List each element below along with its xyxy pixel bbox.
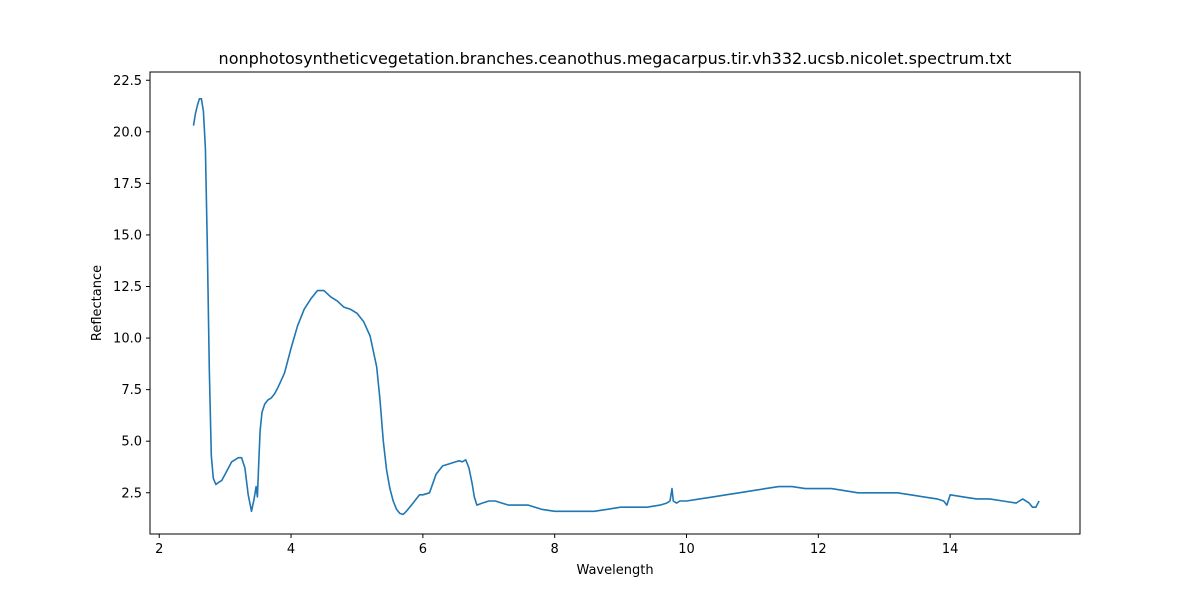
spectrum-line <box>192 98 1040 516</box>
y-axis-label: Reflectance <box>90 265 105 341</box>
y-tick-label: 7.5 <box>121 383 142 398</box>
y-tick-label: 15.0 <box>113 228 142 243</box>
plot-frame <box>149 71 1081 535</box>
x-tick-label: 6 <box>419 542 427 557</box>
x-tick-label: 12 <box>810 542 827 557</box>
y-axis: 2.5 5.0 7.5 10.0 12.5 15.0 17.5 20.0 22.5 <box>113 74 150 501</box>
x-tick-label: 14 <box>942 542 959 557</box>
y-tick-label: 17.5 <box>113 177 142 192</box>
x-axis-label: Wavelength <box>576 563 653 578</box>
y-tick-label: 12.5 <box>113 280 142 295</box>
y-tick-label: 20.0 <box>113 125 142 140</box>
x-tick-label: 8 <box>551 542 559 557</box>
chart-title: nonphotosyntheticvegetation.branches.cea… <box>219 49 1012 68</box>
x-tick-label: 4 <box>287 542 295 557</box>
y-tick-label: 10.0 <box>113 332 142 347</box>
x-axis: 2 4 6 8 10 12 14 <box>155 534 958 557</box>
y-tick-label: 22.5 <box>113 74 142 89</box>
y-tick-label: 2.5 <box>121 486 142 501</box>
x-tick-label: 2 <box>155 542 163 557</box>
y-tick-label: 5.0 <box>121 435 142 450</box>
x-tick-label: 10 <box>678 542 695 557</box>
